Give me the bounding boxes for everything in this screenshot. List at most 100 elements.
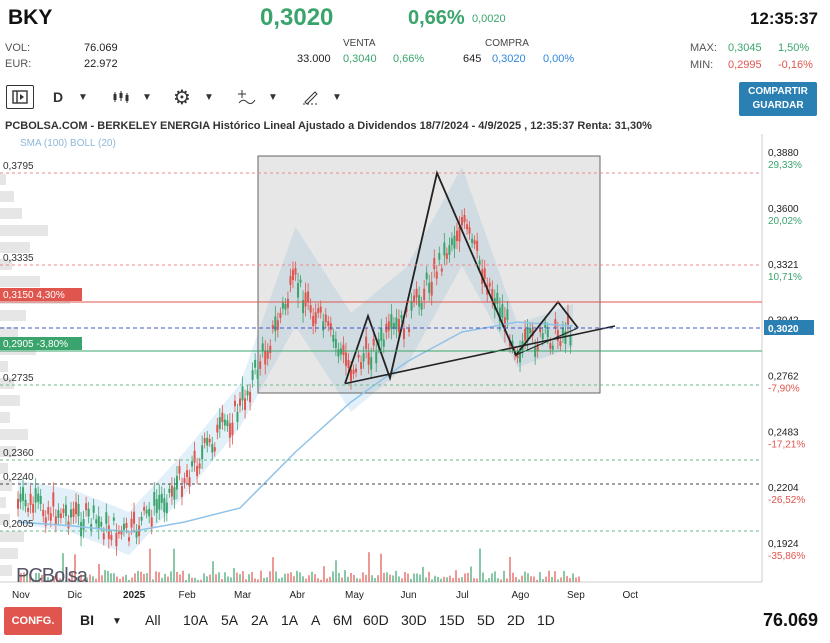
right-axis-price: 0,3880: [768, 148, 799, 159]
candle-body: [52, 492, 55, 507]
candle-body: [430, 281, 433, 296]
volume-bar: [293, 576, 295, 582]
price-chart[interactable]: 0,3795 0,3335 0,3150 4,30% 0,2905 -3,80% 0,2…: [0, 134, 830, 604]
candle-body: [251, 370, 254, 380]
volume-bar: [437, 576, 439, 582]
candle-body: [380, 328, 383, 341]
panel-toggle-button[interactable]: [6, 85, 34, 109]
volume-bar: [470, 566, 472, 582]
candle-body: [286, 298, 289, 308]
level-label: 0,2005: [3, 519, 34, 530]
volume-bar: [203, 573, 205, 582]
right-axis-pct: -17,21%: [768, 439, 805, 450]
share-save-button[interactable]: COMPARTIR GUARDAR: [739, 82, 817, 116]
max-pct: 1,50%: [778, 42, 810, 54]
volume-bar: [182, 570, 184, 582]
candle-body: [438, 253, 441, 260]
chart-style-select[interactable]: BI: [80, 612, 94, 628]
volume-bar: [440, 578, 442, 582]
volume-bar: [206, 576, 208, 582]
candle-body: [440, 268, 443, 272]
chart-type-chevron-icon[interactable]: ▼: [142, 91, 152, 103]
range-button[interactable]: 30D: [401, 612, 427, 628]
range-button[interactable]: 1D: [537, 612, 555, 628]
chart-type-button[interactable]: [110, 84, 132, 110]
candle-body: [314, 312, 317, 324]
candle-body: [82, 519, 85, 530]
eur-label: EUR:: [5, 58, 32, 70]
range-button[interactable]: 10A: [183, 612, 208, 628]
draw-tool-button[interactable]: [300, 84, 322, 110]
volume-bar: [65, 579, 67, 582]
volume-bar: [35, 572, 37, 582]
volume-bar: [185, 579, 187, 582]
volume-bar: [512, 572, 514, 582]
volume-bar: [245, 579, 247, 582]
candle-body: [163, 498, 166, 513]
settings-chevron-icon[interactable]: ▼: [204, 91, 214, 103]
range-button[interactable]: 15D: [439, 612, 465, 628]
range-button[interactable]: 2D: [507, 612, 525, 628]
right-axis-pct: 29,33%: [768, 160, 802, 171]
level-label: 0,2360: [3, 448, 34, 459]
candle-body: [218, 417, 221, 429]
volume-bar: [488, 578, 490, 582]
min-label: MIN:: [690, 59, 714, 71]
candle-body: [418, 295, 421, 307]
range-button[interactable]: 1A: [281, 612, 299, 628]
volume-bar: [257, 579, 259, 582]
volume-bar: [563, 570, 565, 582]
candle-body: [27, 507, 30, 512]
candle-body: [42, 509, 45, 517]
candle-body: [455, 230, 458, 242]
candle-body: [201, 445, 204, 460]
indicators-button[interactable]: [236, 84, 258, 110]
volume-profile-bar: [0, 429, 28, 440]
candle-body: [92, 505, 95, 513]
candle-body: [69, 509, 72, 518]
pencil-icon: [303, 91, 319, 105]
volume-bar: [521, 575, 523, 582]
volume-bar: [47, 577, 49, 582]
draw-chevron-icon[interactable]: ▼: [332, 91, 342, 103]
range-button[interactable]: 5A: [221, 612, 239, 628]
volume-bar: [539, 572, 541, 582]
interval-select[interactable]: D: [52, 89, 64, 105]
range-button[interactable]: 60D: [363, 612, 389, 628]
x-tick-label: May: [345, 590, 364, 601]
range-button[interactable]: A: [311, 612, 321, 628]
candle-body: [397, 319, 400, 333]
trendline-support: [344, 325, 616, 385]
volume-bar: [476, 578, 478, 582]
candle-body: [382, 339, 385, 347]
range-button[interactable]: 2A: [251, 612, 269, 628]
config-button[interactable]: CONFG.: [4, 607, 62, 635]
volume-bar: [239, 574, 241, 582]
volume-profile-bar: [0, 242, 30, 253]
volume-bar: [323, 566, 325, 582]
settings-gear-icon[interactable]: ⚙: [173, 86, 191, 109]
range-button[interactable]: 5D: [477, 612, 495, 628]
volume-bar: [215, 574, 217, 582]
candle-body: [165, 502, 168, 514]
candle-body: [483, 268, 486, 279]
candle-body: [180, 486, 183, 497]
candle-body: [196, 466, 199, 477]
range-button[interactable]: 6M: [333, 612, 353, 628]
range-button[interactable]: All: [145, 612, 161, 628]
candle-body: [413, 295, 416, 302]
sma-line: [17, 321, 574, 533]
chart-style-chevron-icon[interactable]: ▼: [112, 616, 122, 627]
candle-body: [155, 499, 158, 513]
volume-bar: [152, 579, 154, 582]
volume-bar: [365, 574, 367, 582]
volume-profile-bar: [0, 446, 16, 457]
volume-bar: [296, 570, 298, 582]
volume-profile-bar: [0, 225, 48, 236]
interval-chevron-icon[interactable]: ▼: [78, 91, 88, 103]
candle-body: [367, 352, 370, 365]
volume-bar: [341, 577, 343, 582]
indicators-chevron-icon[interactable]: ▼: [268, 91, 278, 103]
volume-bar: [98, 564, 100, 582]
volume-bar: [212, 561, 214, 582]
